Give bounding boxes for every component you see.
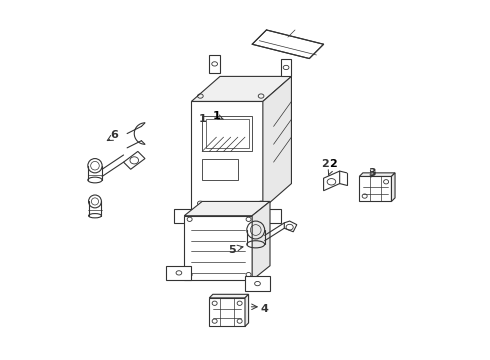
Polygon shape [392,173,395,202]
Polygon shape [359,176,392,202]
Polygon shape [323,171,340,191]
Polygon shape [184,202,270,216]
Text: 2: 2 [321,159,329,169]
Polygon shape [209,298,245,327]
Polygon shape [245,276,270,291]
Polygon shape [184,216,252,280]
Polygon shape [209,55,220,73]
Polygon shape [284,221,297,232]
Polygon shape [192,102,263,208]
Text: 4: 4 [261,303,269,314]
Text: 3: 3 [368,168,376,178]
Polygon shape [192,76,292,102]
Text: 5: 5 [229,245,236,255]
Text: 2: 2 [328,159,337,175]
Text: 6: 6 [111,130,119,140]
Polygon shape [252,202,270,280]
Polygon shape [252,30,323,59]
Polygon shape [123,152,145,169]
Polygon shape [167,266,192,280]
Polygon shape [209,294,248,298]
Polygon shape [173,208,281,223]
Polygon shape [359,173,395,176]
Text: 1: 1 [198,114,206,124]
Text: 1: 1 [213,111,223,121]
Polygon shape [245,294,248,327]
Polygon shape [263,76,292,208]
Polygon shape [281,59,292,76]
